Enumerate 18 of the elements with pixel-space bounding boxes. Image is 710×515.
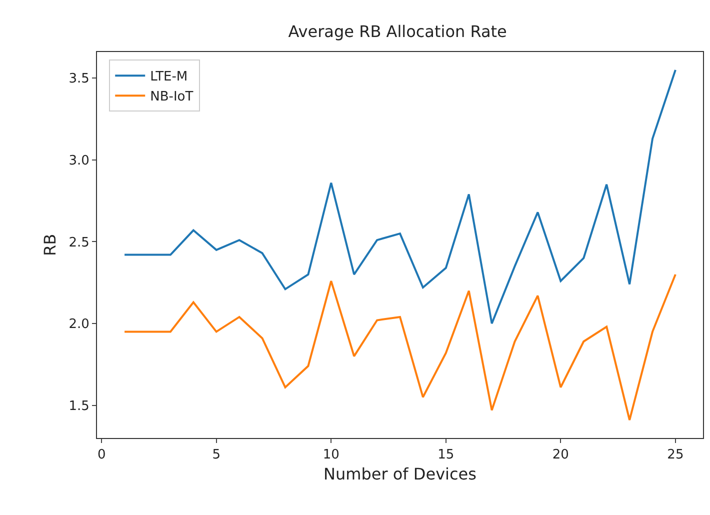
x-tick-label: 25 <box>667 448 684 463</box>
x-tick-label: 0 <box>97 448 106 463</box>
y-tick-label: 1.5 <box>68 398 90 414</box>
chart-title: Average RB Allocation Rate <box>288 22 507 41</box>
line-series <box>124 68 676 325</box>
line-series <box>124 273 676 422</box>
x-tick-label: 15 <box>438 448 454 463</box>
x-tick-label: 20 <box>552 448 569 463</box>
y-tick-label: 3.0 <box>68 154 90 168</box>
x-tick-label: 5 <box>212 448 220 463</box>
legend-label: LTE-M <box>150 70 188 85</box>
x-tick-label: 10 <box>322 448 340 463</box>
legend-label: NB-IoT <box>150 90 194 105</box>
y-axis-title: RB <box>40 234 60 256</box>
y-tick-label: 2.5 <box>68 235 90 250</box>
x-axis-title: Number of Devices <box>324 464 476 484</box>
y-tick-label: 3.5 <box>68 72 90 87</box>
y-tick-label: 2.0 <box>68 317 90 332</box>
